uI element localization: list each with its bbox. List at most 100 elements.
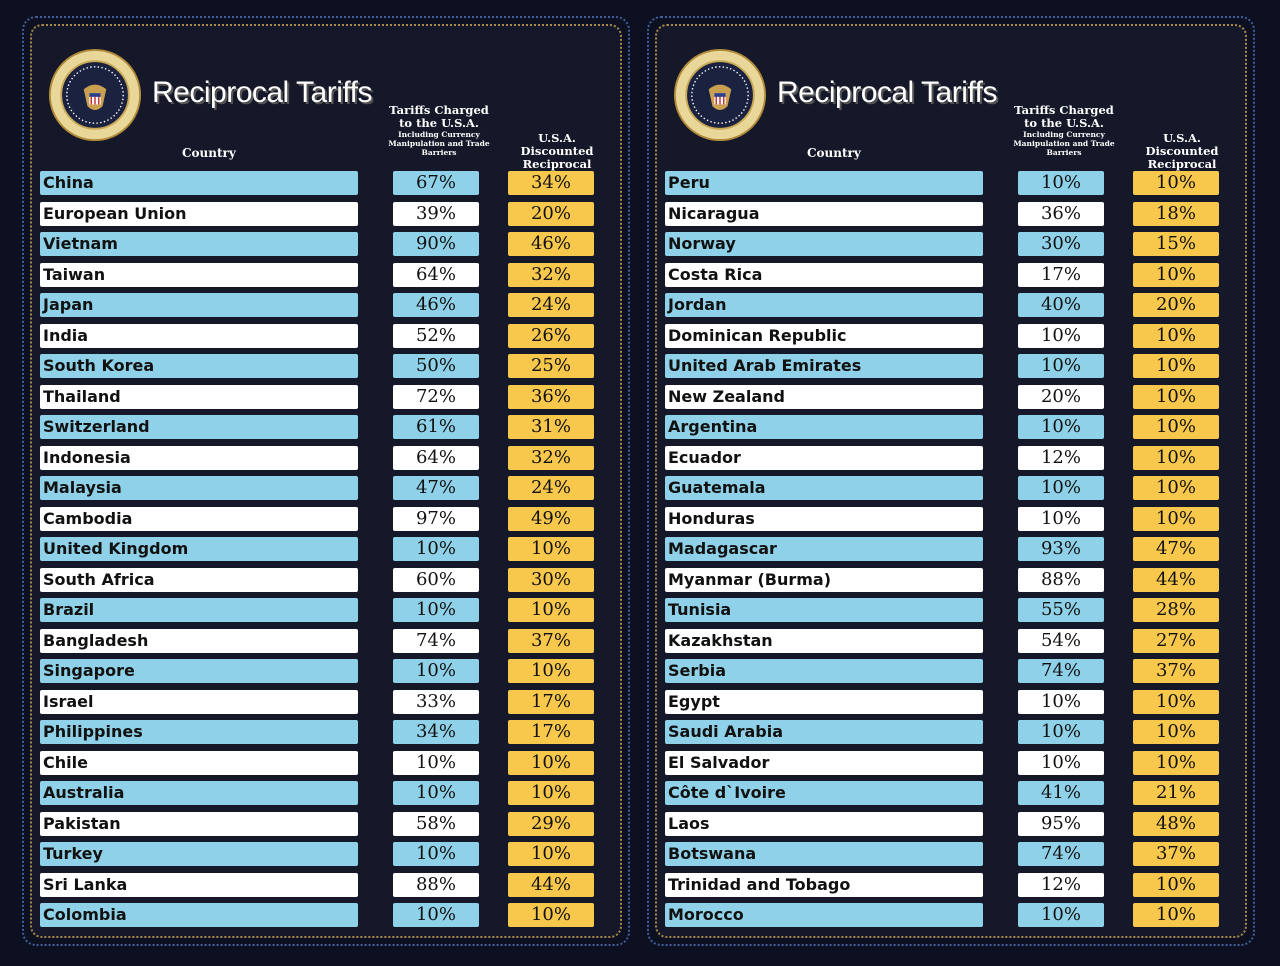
table-row: Brazil 10% 10%: [24, 598, 628, 622]
country-cell: Côte d`Ivoire: [665, 781, 983, 805]
country-cell: Egypt: [665, 689, 983, 714]
table-row: Morocco 10% 10%: [649, 903, 1253, 927]
charged-tariff-cell: 10%: [393, 537, 479, 561]
reciprocal-tariff-cell: 20%: [1133, 293, 1219, 317]
table-row: Philippines 34% 17%: [24, 720, 628, 744]
table-row: Jordan 40% 20%: [649, 293, 1253, 317]
table-row: Norway 30% 15%: [649, 232, 1253, 256]
table-row: Tunisia 55% 28%: [649, 598, 1253, 622]
country-cell: Pakistan: [40, 811, 358, 836]
reciprocal-tariff-cell: 32%: [508, 445, 594, 470]
charged-tariff-cell: 52%: [393, 323, 479, 348]
table-row: Saudi Arabia 10% 10%: [649, 720, 1253, 744]
country-cell: Myanmar (Burma): [665, 567, 983, 592]
table-row: Madagascar 93% 47%: [649, 537, 1253, 561]
table-row: Myanmar (Burma) 88% 44%: [649, 567, 1253, 592]
country-cell: Malaysia: [40, 476, 358, 500]
table-row: South Korea 50% 25%: [24, 354, 628, 378]
country-cell: Dominican Republic: [665, 323, 983, 348]
country-cell: Morocco: [665, 903, 983, 927]
country-cell: South Africa: [40, 567, 358, 592]
country-cell: China: [40, 171, 358, 195]
reciprocal-tariff-cell: 27%: [1133, 628, 1219, 653]
charged-tariff-cell: 61%: [393, 415, 479, 439]
country-cell: Taiwan: [40, 262, 358, 287]
right-panel: Reciprocal Tariffs Country Tariffs Charg…: [647, 16, 1255, 946]
country-cell: Bangladesh: [40, 628, 358, 653]
reciprocal-tariff-cell: 10%: [1133, 903, 1219, 927]
charged-tariff-cell: 95%: [1018, 811, 1104, 836]
charged-tariff-cell: 72%: [393, 384, 479, 409]
charged-header-label: Tariffs Charged to the U.S.A.: [1014, 103, 1114, 130]
reciprocal-tariff-cell: 10%: [1133, 750, 1219, 775]
reciprocal-tariff-cell: 47%: [1133, 537, 1219, 561]
reciprocal-tariff-cell: 10%: [1133, 476, 1219, 500]
country-cell: Indonesia: [40, 445, 358, 470]
charged-tariff-cell: 10%: [1018, 415, 1104, 439]
column-header-country: Country: [807, 146, 861, 160]
table-row: Sri Lanka 88% 44%: [24, 872, 628, 897]
reciprocal-tariff-cell: 26%: [508, 323, 594, 348]
table-row: Nicaragua 36% 18%: [649, 201, 1253, 226]
charged-tariff-cell: 67%: [393, 171, 479, 195]
reciprocal-tariff-cell: 29%: [508, 811, 594, 836]
table-row: India 52% 26%: [24, 323, 628, 348]
country-cell: New Zealand: [665, 384, 983, 409]
country-cell: Chile: [40, 750, 358, 775]
reciprocal-tariff-cell: 44%: [1133, 567, 1219, 592]
reciprocal-tariff-cell: 17%: [508, 720, 594, 744]
reciprocal-tariff-cell: 21%: [1133, 781, 1219, 805]
country-cell: Honduras: [665, 506, 983, 531]
reciprocal-tariff-cell: 10%: [1133, 872, 1219, 897]
country-cell: Vietnam: [40, 232, 358, 256]
reciprocal-tariff-cell: 10%: [1133, 262, 1219, 287]
charged-tariff-cell: 10%: [1018, 476, 1104, 500]
reciprocal-tariff-cell: 44%: [508, 872, 594, 897]
reciprocal-tariff-cell: 10%: [1133, 689, 1219, 714]
table-row: Israel 33% 17%: [24, 689, 628, 714]
charged-tariff-cell: 12%: [1018, 445, 1104, 470]
table-row: El Salvador 10% 10%: [649, 750, 1253, 775]
table-row: Malaysia 47% 24%: [24, 476, 628, 500]
reciprocal-tariff-cell: 37%: [508, 628, 594, 653]
country-cell: Tunisia: [665, 598, 983, 622]
charged-tariff-cell: 12%: [1018, 872, 1104, 897]
presidential-seal-logo: [673, 48, 767, 142]
country-cell: Switzerland: [40, 415, 358, 439]
table-row: Serbia 74% 37%: [649, 659, 1253, 683]
reciprocal-tariff-cell: 28%: [1133, 598, 1219, 622]
table-row: Guatemala 10% 10%: [649, 476, 1253, 500]
table-row: Vietnam 90% 46%: [24, 232, 628, 256]
country-cell: Turkey: [40, 842, 358, 866]
charged-tariff-cell: 10%: [1018, 903, 1104, 927]
table-row: Laos 95% 48%: [649, 811, 1253, 836]
table-row: Indonesia 64% 32%: [24, 445, 628, 470]
reciprocal-tariff-cell: 25%: [508, 354, 594, 378]
reciprocal-tariff-cell: 10%: [1133, 445, 1219, 470]
table-row: Taiwan 64% 32%: [24, 262, 628, 287]
country-cell: Cambodia: [40, 506, 358, 531]
charged-tariff-cell: 47%: [393, 476, 479, 500]
country-cell: Singapore: [40, 659, 358, 683]
country-cell: Ecuador: [665, 445, 983, 470]
reciprocal-tariff-cell: 17%: [508, 689, 594, 714]
table-row: Japan 46% 24%: [24, 293, 628, 317]
charged-tariff-cell: 90%: [393, 232, 479, 256]
reciprocal-tariff-cell: 10%: [1133, 415, 1219, 439]
charged-tariff-cell: 10%: [393, 750, 479, 775]
charged-tariff-cell: 10%: [1018, 354, 1104, 378]
table-row: Côte d`Ivoire 41% 21%: [649, 781, 1253, 805]
reciprocal-tariff-cell: 34%: [508, 171, 594, 195]
table-row: Chile 10% 10%: [24, 750, 628, 775]
reciprocal-tariff-cell: 30%: [508, 567, 594, 592]
country-cell: Serbia: [665, 659, 983, 683]
charged-tariff-cell: 10%: [393, 842, 479, 866]
charged-tariff-cell: 10%: [1018, 171, 1104, 195]
charged-tariff-cell: 74%: [1018, 842, 1104, 866]
reciprocal-tariff-cell: 10%: [1133, 354, 1219, 378]
reciprocal-tariff-cell: 10%: [508, 781, 594, 805]
left-panel: Reciprocal Tariffs Country Tariffs Charg…: [22, 16, 630, 946]
country-cell: Australia: [40, 781, 358, 805]
country-cell: European Union: [40, 201, 358, 226]
charged-tariff-cell: 36%: [1018, 201, 1104, 226]
